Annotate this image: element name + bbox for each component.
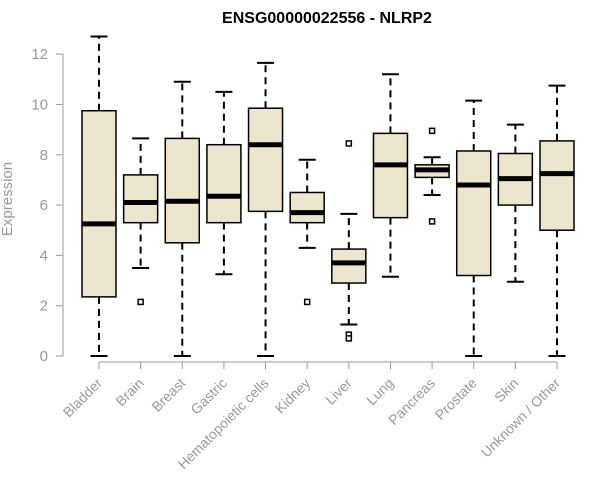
y-tick-label: 6: [40, 197, 48, 214]
box-8: [372, 73, 409, 278]
y-axis: 0 2 4 6 8 10 12: [31, 46, 64, 365]
x-tick-label: Breast: [148, 375, 188, 415]
y-axis-label: Expression: [0, 162, 16, 236]
x-tick-label: Bladder: [60, 375, 106, 421]
box-iqr: [122, 174, 159, 224]
box-6: [289, 158, 325, 306]
x-tick-label: Kidney: [272, 375, 314, 417]
x-tick-label: Brain: [112, 375, 146, 409]
box-iqr: [81, 109, 117, 298]
outlier-point: [137, 298, 144, 306]
y-tick-label: 0: [40, 348, 48, 365]
box-2: [122, 137, 159, 306]
box-10: [455, 99, 492, 357]
box-7: [331, 140, 367, 342]
box-iqr: [289, 191, 325, 224]
y-tick-label: 8: [40, 147, 48, 164]
box-iqr: [455, 150, 492, 277]
y-tick-label: 12: [31, 46, 48, 63]
outlier-point: [303, 298, 311, 306]
box-9: [414, 127, 450, 225]
box-iqr: [331, 248, 367, 284]
box-iqr: [539, 140, 575, 231]
box-12: [539, 84, 575, 357]
box-11: [497, 123, 534, 283]
outlier-point: [345, 140, 353, 147]
box-iqr: [247, 107, 284, 213]
outlier-point: [428, 218, 436, 225]
chart-title: ENSG00000022556 - NLRP2: [222, 10, 432, 27]
x-tick-label: Prostate: [432, 375, 480, 423]
x-tick-label: Unknown / Other: [478, 375, 564, 461]
box-series: [81, 35, 575, 357]
box-4: [206, 90, 242, 276]
x-tick-label: Skin: [491, 375, 522, 406]
x-tick-label: Liver: [322, 375, 355, 408]
box-iqr: [206, 143, 242, 224]
box-iqr: [372, 132, 409, 219]
outlier-point: [345, 335, 353, 342]
box-3: [164, 80, 201, 357]
x-tick-label: Lung: [363, 375, 396, 408]
y-tick-label: 4: [40, 247, 48, 264]
box-iqr: [164, 137, 201, 244]
box-5: [247, 61, 284, 357]
y-tick-label: 2: [40, 298, 48, 315]
outlier-point: [428, 127, 436, 135]
y-tick-label: 10: [31, 96, 48, 113]
box-1: [81, 35, 117, 357]
